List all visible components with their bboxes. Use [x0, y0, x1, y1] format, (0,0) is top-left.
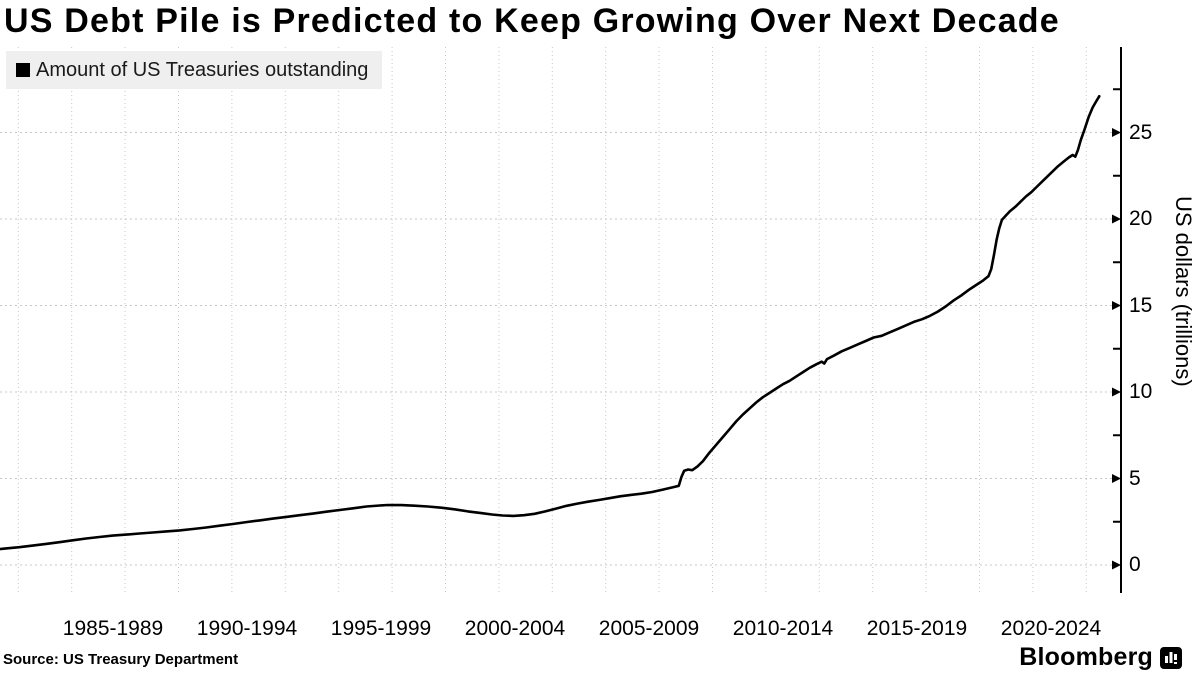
- bloomberg-wordmark: Bloomberg: [1019, 643, 1153, 671]
- y-major-tick: [1112, 214, 1121, 224]
- x-tick-label: 2000-2004: [464, 617, 566, 640]
- y-major-tick: [1112, 387, 1121, 397]
- y-axis-ticks: [1112, 88, 1121, 570]
- x-tick-label: 2005-2009: [598, 617, 700, 640]
- legend-label: Amount of US Treasuries outstanding: [36, 58, 369, 81]
- legend: Amount of US Treasuries outstanding: [6, 51, 383, 89]
- y-major-tick: [1112, 128, 1121, 137]
- y-tick-label: 5: [1129, 466, 1141, 490]
- y-major-tick: [1112, 560, 1121, 570]
- legend-swatch-icon: [16, 63, 30, 77]
- x-tick-label: 1985-1989: [62, 617, 164, 640]
- x-tick-label: 1995-1999: [330, 617, 432, 640]
- x-tick-label: 2010-2014: [732, 617, 834, 640]
- x-tick-label: 1990-1994: [196, 617, 298, 640]
- y-axis-title: US dollars (trillions): [1171, 196, 1196, 387]
- chart-title: US Debt Pile is Predicted to Keep Growin…: [4, 2, 1060, 40]
- bloomberg-logo: Bloomberg: [1019, 643, 1182, 672]
- y-tick-label: 15: [1129, 293, 1153, 317]
- y-tick-label: 25: [1129, 120, 1153, 144]
- x-tick-label: 2015-2019: [866, 617, 968, 640]
- source-note: Source: US Treasury Department: [3, 651, 239, 668]
- horizontal-gridlines: [0, 132, 1121, 566]
- y-tick-label: 0: [1129, 553, 1141, 576]
- y-major-tick: [1112, 301, 1121, 310]
- y-major-tick: [1112, 474, 1121, 483]
- x-tick-label: 2020-2024: [1000, 617, 1102, 640]
- vertical-gridlines: [17, 47, 1087, 593]
- bloomberg-terminal-icon: [1160, 646, 1182, 669]
- treasuries-outstanding-series-line: [0, 94, 1101, 551]
- y-tick-label: 10: [1129, 380, 1153, 403]
- y-tick-label: 20: [1129, 207, 1153, 230]
